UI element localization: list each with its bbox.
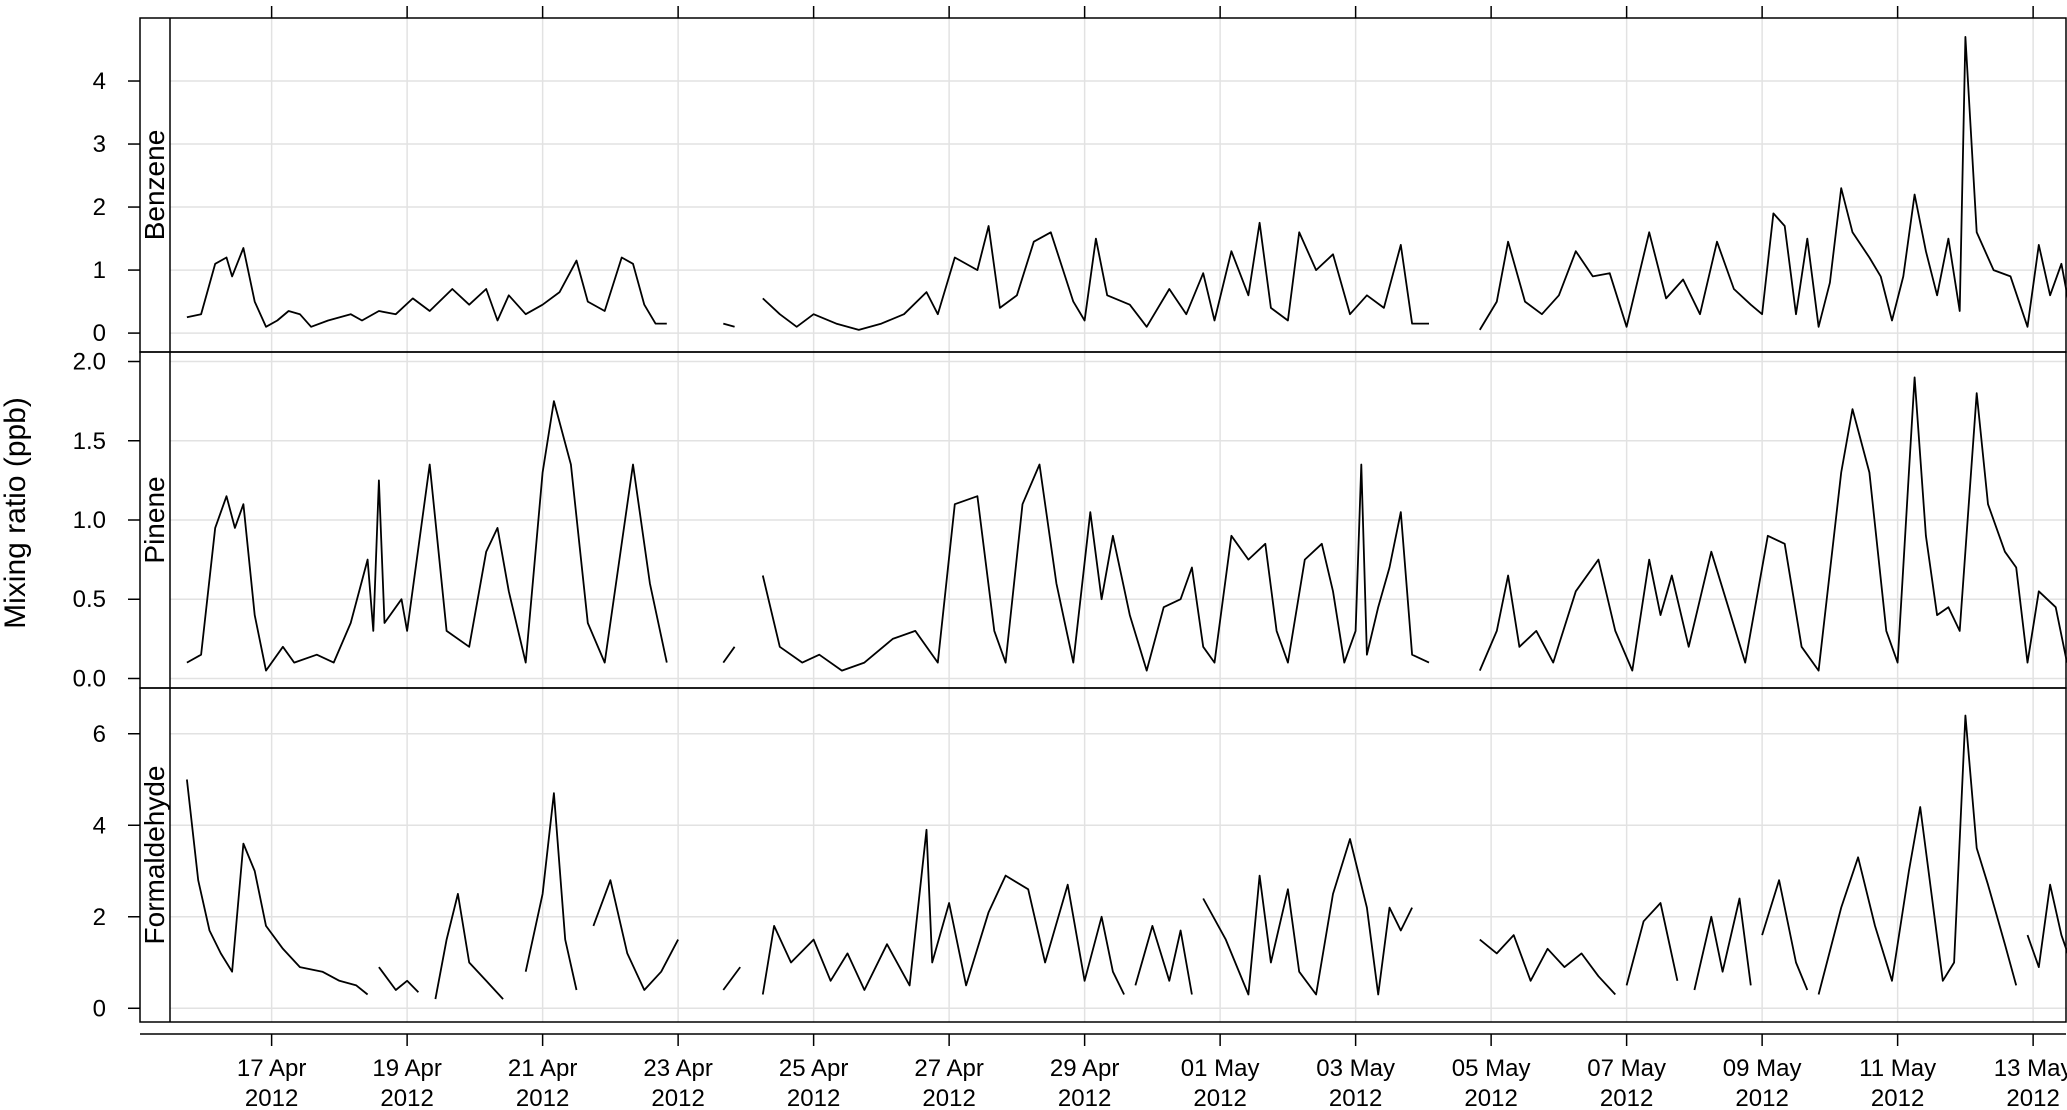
grid-lines — [170, 18, 2067, 1022]
formaldehyde-series-line — [186, 779, 369, 996]
pinene-series-line — [1478, 376, 2067, 672]
formaldehyde-series-line — [378, 966, 420, 993]
x-axis: 17 Apr 2012 19 Apr 2012 21 Apr 2012 23 Apr 2012… — [140, 6, 2067, 1110]
x-tick-label-year: 2012 — [1464, 1085, 1517, 1110]
x-tick-label: 17 Apr — [237, 1055, 306, 1082]
x-tick-label-year: 2012 — [245, 1085, 298, 1110]
formaldehyde-series-line — [2026, 883, 2067, 968]
x-tick-label: 07 May — [1587, 1055, 1666, 1082]
y-tick-label: 3 — [93, 131, 106, 158]
formaldehyde-series-line — [1693, 897, 1752, 991]
formaldehyde-series-line — [1761, 879, 1809, 991]
panel-frame — [139, 687, 2067, 1023]
x-tick-label-year: 2012 — [1600, 1085, 1653, 1110]
x-tick-label-year: 2012 — [1058, 1085, 1111, 1110]
x-tick-label: 19 Apr — [372, 1055, 441, 1082]
benzene-series-line — [723, 322, 735, 328]
y-tick-label: 0 — [93, 995, 106, 1022]
panel-label-pinene: Pinene — [139, 476, 170, 563]
x-tick-label: 09 May — [1723, 1055, 1802, 1082]
x-tick-label-year: 2012 — [787, 1085, 840, 1110]
pinene-series-line — [761, 463, 1430, 672]
x-tick-label: 13 May — [1994, 1055, 2067, 1082]
pinene-series-line — [722, 646, 736, 664]
y-tick-label: 6 — [93, 721, 106, 748]
y-tick-label: 4 — [93, 68, 106, 95]
formaldehyde-series-line — [592, 879, 679, 991]
x-tick-label: 23 Apr — [643, 1055, 712, 1082]
panel-label-benzene: Benzene — [139, 130, 170, 241]
series-lines — [186, 36, 2067, 1000]
formaldehyde-series-line — [434, 893, 504, 1000]
formaldehyde-series-line — [1202, 838, 1413, 996]
x-tick-label: 25 Apr — [779, 1055, 848, 1082]
x-tick-label-year: 2012 — [380, 1085, 433, 1110]
y-tick-label: 2 — [93, 194, 106, 221]
x-tick-label: 03 May — [1316, 1055, 1395, 1082]
y-tick-label: 1.5 — [73, 428, 106, 455]
formaldehyde-series-line — [524, 792, 578, 991]
x-tick-label-year: 2012 — [922, 1085, 975, 1110]
benzene-series-line — [1479, 36, 2067, 331]
x-tick-label: 21 Apr — [508, 1055, 577, 1082]
x-tick-label-year: 2012 — [1871, 1085, 1924, 1110]
x-tick-label-year: 2012 — [1329, 1085, 1382, 1110]
y-tick-label: 2.0 — [73, 349, 106, 376]
formaldehyde-series-line — [1134, 925, 1193, 995]
y-tick-label: 0 — [93, 320, 106, 347]
y-tick-label: 0.5 — [73, 586, 106, 613]
pinene-series-line — [186, 400, 668, 672]
y-tick-label: 4 — [93, 812, 106, 839]
y-tick-label: 1 — [93, 257, 106, 284]
y-axis-title: Mixing ratio (ppb) — [0, 397, 32, 629]
panel-strips: Benzene Pinene Formaldehyde — [139, 18, 171, 1022]
x-tick-label-year: 2012 — [1193, 1085, 1246, 1110]
formaldehyde-series-line — [722, 966, 741, 991]
x-tick-label: 01 May — [1181, 1055, 1260, 1082]
x-tick-label: 05 May — [1452, 1055, 1531, 1082]
benzene-series-line — [762, 221, 1429, 331]
y-tick-label: 2 — [93, 904, 106, 931]
panel-frame — [139, 17, 2067, 353]
x-tick-label-year: 2012 — [1735, 1085, 1788, 1110]
formaldehyde-series-line — [761, 828, 1125, 995]
x-tick-label: 27 Apr — [914, 1055, 983, 1082]
formaldehyde-series-line — [1625, 902, 1679, 986]
panel-label-formaldehyde: Formaldehyde — [139, 766, 170, 945]
y-tick-label: 1.0 — [73, 507, 106, 534]
formaldehyde-series-line — [1479, 934, 1616, 996]
y-tick-label: 0.0 — [73, 665, 106, 692]
x-tick-label: 11 May — [1859, 1055, 1936, 1082]
x-tick-label-year: 2012 — [516, 1085, 569, 1110]
x-tick-label: 29 Apr — [1050, 1055, 1119, 1082]
benzene-series-line — [186, 247, 667, 328]
x-tick-label-year: 2012 — [651, 1085, 704, 1110]
formaldehyde-series-line — [1817, 714, 2018, 995]
x-tick-label-year: 2012 — [2006, 1085, 2059, 1110]
